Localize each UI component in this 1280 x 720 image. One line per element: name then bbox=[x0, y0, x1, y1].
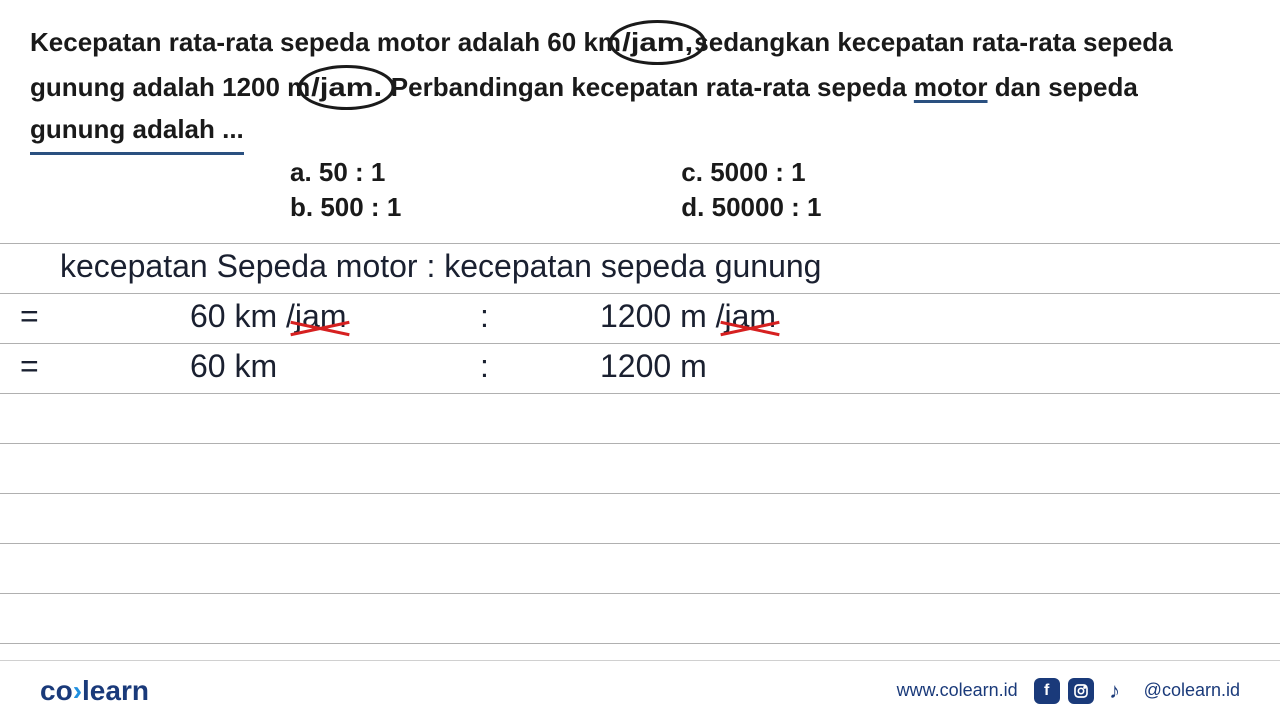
options-row: a. 50 : 1 b. 500 : 1 c. 5000 : 1 d. 5000… bbox=[290, 157, 1250, 223]
logo: co›learn bbox=[40, 675, 149, 707]
footer-right: www.colearn.id f ♪ @colearn.id bbox=[897, 678, 1240, 704]
q-line1-p2: sedangkan kecepatan rata-rata sepeda bbox=[694, 27, 1172, 57]
question-text: Kecepatan rata-rata sepeda motor adalah … bbox=[30, 20, 1250, 149]
logo-dot: › bbox=[73, 675, 82, 706]
instagram-icon bbox=[1068, 678, 1094, 704]
ruled-line bbox=[0, 344, 1280, 394]
q-line1-p1: Kecepatan rata-rata sepeda motor adalah … bbox=[30, 27, 621, 57]
social-icons: f ♪ bbox=[1034, 678, 1128, 704]
options-col-2: c. 5000 : 1 d. 50000 : 1 bbox=[681, 157, 821, 223]
ruled-line bbox=[0, 394, 1280, 444]
logo-learn: learn bbox=[82, 675, 149, 706]
q-line2-p1: gunung adalah 1200 m bbox=[30, 72, 310, 102]
options-col-1: a. 50 : 1 b. 500 : 1 bbox=[290, 157, 401, 223]
ruled-line bbox=[0, 444, 1280, 494]
q-motor-underlined: motor bbox=[914, 72, 988, 102]
logo-co: co bbox=[40, 675, 73, 706]
circled-jam-2: /jam. bbox=[298, 65, 396, 110]
ruled-line bbox=[0, 544, 1280, 594]
footer-url: www.colearn.id bbox=[897, 680, 1018, 701]
option-a: a. 50 : 1 bbox=[290, 157, 401, 188]
ruled-line bbox=[0, 244, 1280, 294]
question-area: Kecepatan rata-rata sepeda motor adalah … bbox=[0, 0, 1280, 233]
option-c: c. 5000 : 1 bbox=[681, 157, 821, 188]
ruled-area: kecepatan Sepeda motor : kecepatan seped… bbox=[0, 243, 1280, 644]
ruled-line bbox=[0, 594, 1280, 644]
q-line3: gunung adalah ... bbox=[30, 110, 244, 149]
tiktok-icon: ♪ bbox=[1102, 678, 1128, 704]
circled-jam-1: /jam, bbox=[609, 20, 707, 65]
ruled-line bbox=[0, 294, 1280, 344]
social-handle: @colearn.id bbox=[1144, 680, 1240, 701]
facebook-icon: f bbox=[1034, 678, 1060, 704]
option-b: b. 500 : 1 bbox=[290, 192, 401, 223]
q-line2-p2: Perbandingan kecepatan rata-rata sepeda bbox=[384, 72, 914, 102]
footer: co›learn www.colearn.id f ♪ @colearn.id bbox=[0, 660, 1280, 720]
option-d: d. 50000 : 1 bbox=[681, 192, 821, 223]
q-line2-p3: dan sepeda bbox=[988, 72, 1138, 102]
ruled-line bbox=[0, 494, 1280, 544]
